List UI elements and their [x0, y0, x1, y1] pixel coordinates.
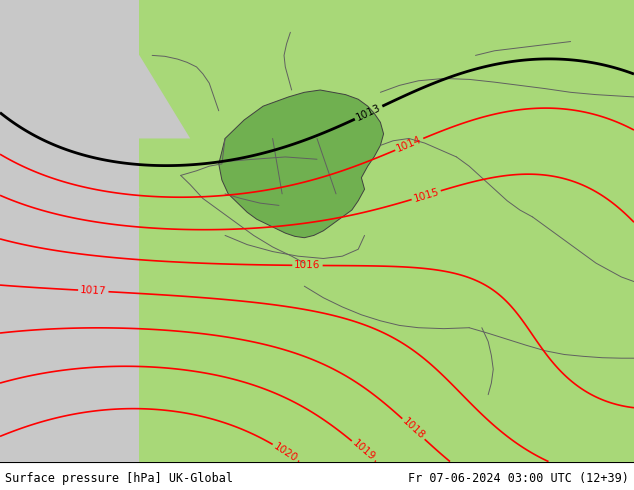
- Polygon shape: [0, 0, 139, 462]
- Text: 1013: 1013: [354, 102, 383, 123]
- Text: Fr 07-06-2024 03:00 UTC (12+39): Fr 07-06-2024 03:00 UTC (12+39): [408, 471, 629, 485]
- Text: 1016: 1016: [294, 260, 321, 270]
- Text: 1017: 1017: [80, 285, 107, 296]
- Polygon shape: [0, 0, 139, 208]
- Polygon shape: [0, 0, 190, 139]
- Text: 1015: 1015: [412, 187, 440, 204]
- Polygon shape: [114, 0, 634, 462]
- Text: 1018: 1018: [401, 416, 427, 441]
- Text: 1019: 1019: [350, 439, 377, 463]
- Polygon shape: [219, 90, 384, 238]
- Text: Surface pressure [hPa] UK-Global: Surface pressure [hPa] UK-Global: [5, 471, 233, 485]
- Text: 1020: 1020: [272, 441, 299, 464]
- Text: 1014: 1014: [395, 135, 424, 154]
